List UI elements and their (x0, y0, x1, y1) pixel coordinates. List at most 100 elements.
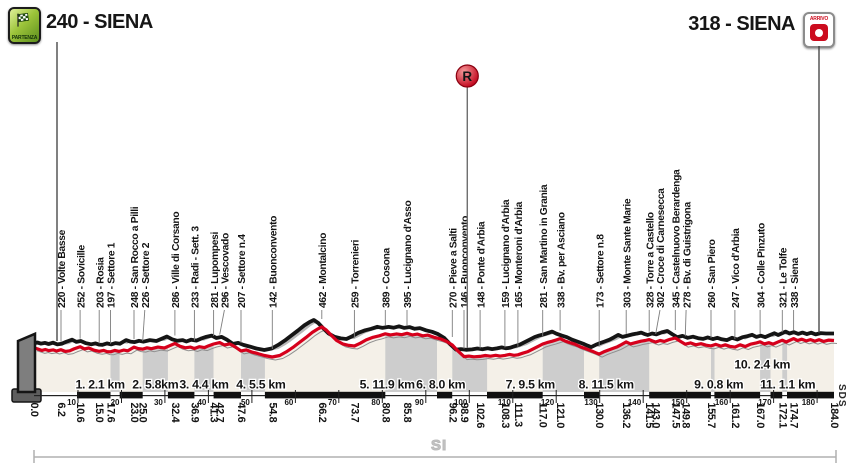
waypoint-label: 462 - Montalcino (318, 233, 329, 308)
sector-label: 1. 2.1 km (75, 378, 125, 392)
waypoint-label: 395 - Lucignano d'Asso (403, 200, 414, 308)
axis-tick (512, 390, 514, 403)
axis-tick-label: 50 (241, 398, 250, 407)
km-label: 32.4 (169, 403, 181, 423)
km-label: 6.2 (55, 403, 67, 417)
waypoint-leader-line (655, 309, 661, 335)
km-label: 23.0 (128, 403, 140, 423)
axis-road-segment (167, 391, 195, 399)
waypoint-label: 233 - Radi - Sett. 3 (191, 226, 202, 308)
sector-label: 3. 4.4 km (179, 378, 229, 392)
km-label: 141.5 (643, 403, 655, 429)
axis-tick (381, 390, 383, 403)
axis-road-segment (770, 391, 783, 399)
sector-label: 6. 8.0 km (416, 378, 466, 392)
km-label: 130.0 (593, 403, 605, 429)
axis-tick-label: 150 (671, 398, 685, 407)
gravel-sector-band (110, 327, 120, 392)
km-label: 0.0 (28, 403, 40, 417)
axis-tick (164, 390, 166, 403)
sector-label: 5. 11.9 km (360, 378, 415, 392)
km-label: 102.6 (474, 403, 486, 429)
waypoint-label: 304 - Colle Pinzuto (756, 223, 767, 308)
axis-tick-label: 100 (454, 398, 468, 407)
km-label: 174.7 (788, 403, 800, 429)
km-label: 143.0 (650, 403, 662, 429)
waypoint-label: 281 - San Martino in Grania (539, 184, 550, 308)
arrivo-badge-symbol (810, 24, 828, 41)
waypoint-leader-line (684, 309, 687, 337)
axis-tick (642, 390, 644, 403)
waypoint-label: 207 - Settore n.4 (237, 234, 248, 308)
waypoint-label: 281 - Lupompesi (210, 232, 221, 308)
km-label: 96.2 (446, 403, 458, 423)
axis-road-segment (77, 391, 111, 399)
axis-tick (425, 390, 427, 403)
sds-watermark: SDS (836, 384, 847, 408)
km-label: 98.9 (458, 403, 470, 423)
sector-label: 7. 9.5 km (506, 378, 556, 392)
km-label: 47.6 (235, 403, 247, 423)
gravel-sector-band (782, 327, 788, 392)
refreshment-marker (455, 64, 479, 88)
gravel-sector-band (711, 327, 715, 392)
waypoint-label: 286 - Ville di Corsano (171, 212, 182, 308)
waypoint-label: 252 - Sovicille (76, 245, 87, 308)
km-label: 36.9 (188, 403, 200, 423)
waypoint-label: 259 - Torrenieri (351, 239, 362, 308)
waypoint-label: 203 - Rosia (95, 257, 106, 308)
km-label: 111.3 (512, 403, 524, 428)
waypoint-label: 173 - Settore n.8 (595, 234, 606, 308)
axis-tick-label: 140 (628, 398, 642, 407)
start-title: 240 - SIENA (46, 11, 153, 33)
axis-tick-label: 130 (584, 398, 598, 407)
sector-label: 4. 5.5 km (236, 378, 286, 392)
km-label: 25.0 (137, 403, 149, 423)
km-label: 167.0 (754, 403, 766, 429)
waypoint-label: 248 - San Rocco a Pilli (130, 206, 141, 308)
axis-road-segment (584, 391, 600, 399)
axis-road-segment (487, 391, 543, 399)
km-label: 10.6 (74, 403, 86, 423)
km-label: 136.2 (620, 403, 632, 429)
km-label: 184.0 (828, 403, 840, 429)
waypoint-leader-line (142, 309, 146, 342)
km-label: 54.8 (266, 403, 278, 423)
axis-tick (468, 390, 470, 403)
axis-tick (121, 390, 122, 403)
waypoint-label: 146 - Buonconvento (460, 216, 471, 308)
waypoint-label: 142 - Buonconvento (269, 216, 280, 308)
sector-label: 8. 11.5 km (579, 378, 634, 392)
km-label: 41.3 (208, 403, 220, 423)
waypoint-label: 278 - Bv. di Guistrigona (682, 202, 693, 308)
waypoint-label: 159 - Lucignano d'Arbia (501, 199, 512, 308)
sector-label: 2. 5.8km (132, 378, 179, 392)
waypoint-label: 148 - Ponte d'Arbia (476, 221, 487, 308)
km-label: 42.7 (214, 403, 226, 423)
axis-tick-label: 60 (284, 398, 293, 407)
axis-road-segment (264, 391, 386, 399)
km-label: 85.8 (401, 403, 413, 423)
arrivo-badge: ARRIVO (803, 12, 835, 48)
axis-tick-label: 70 (328, 398, 337, 407)
sector-label: 9. 0.8 km (694, 378, 744, 392)
profile-3d-side (16, 331, 37, 394)
waypoint-leader-line (219, 309, 225, 335)
axis-tick (686, 390, 688, 403)
axis-tick (599, 390, 601, 403)
waypoint-label: 220 - Volte Basse (57, 229, 68, 308)
axis-tick-label: 110 (498, 398, 511, 407)
axis-tick-label: 80 (371, 398, 380, 407)
axis-tick (816, 390, 818, 403)
arrivo-badge-label: ARRIVO (809, 16, 829, 22)
axis-tick-label: 120 (541, 398, 555, 407)
axis-road-segment (119, 391, 143, 399)
axis-tick-label: 180 (802, 398, 816, 407)
checkered-flag-icon (17, 13, 29, 27)
km-label: 15.0 (93, 403, 105, 423)
km-label: 108.3 (499, 403, 511, 429)
axis-tick-label: 170 (758, 398, 772, 407)
partenza-badge-label: PARTENZA (11, 35, 38, 41)
finish-title: 318 - SIENA (688, 13, 795, 35)
